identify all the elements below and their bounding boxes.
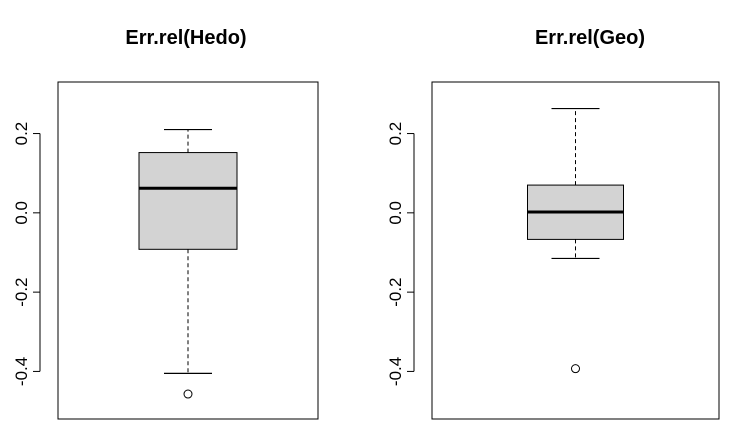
boxplot-panel-geo: Err.rel(Geo) 0.2 0.0 -0.2 -0.4 bbox=[386, 27, 720, 420]
outlier-point bbox=[571, 364, 580, 374]
y-tick-label: 0.0 bbox=[12, 201, 31, 225]
y-tick-label: 0.2 bbox=[386, 122, 405, 146]
y-tick-label: -0.4 bbox=[12, 357, 31, 386]
y-tick-label: -0.2 bbox=[386, 277, 405, 306]
y-tick-label: -0.2 bbox=[12, 277, 31, 306]
chart-title: Err.rel(Geo) bbox=[535, 27, 645, 49]
chart-title: Err.rel(Hedo) bbox=[125, 27, 246, 49]
boxplot-panel-hedo: Err.rel(Hedo) 0.2 0.0 -0.2 -0.4 bbox=[12, 27, 319, 420]
plot-frame bbox=[57, 81, 319, 420]
iqr-box bbox=[138, 152, 238, 250]
y-tick-label: 0.2 bbox=[12, 122, 31, 146]
outlier-point bbox=[183, 389, 193, 399]
y-tick-label: 0.0 bbox=[386, 201, 405, 225]
plot-frame bbox=[431, 81, 720, 420]
y-tick-label: -0.4 bbox=[386, 357, 405, 386]
